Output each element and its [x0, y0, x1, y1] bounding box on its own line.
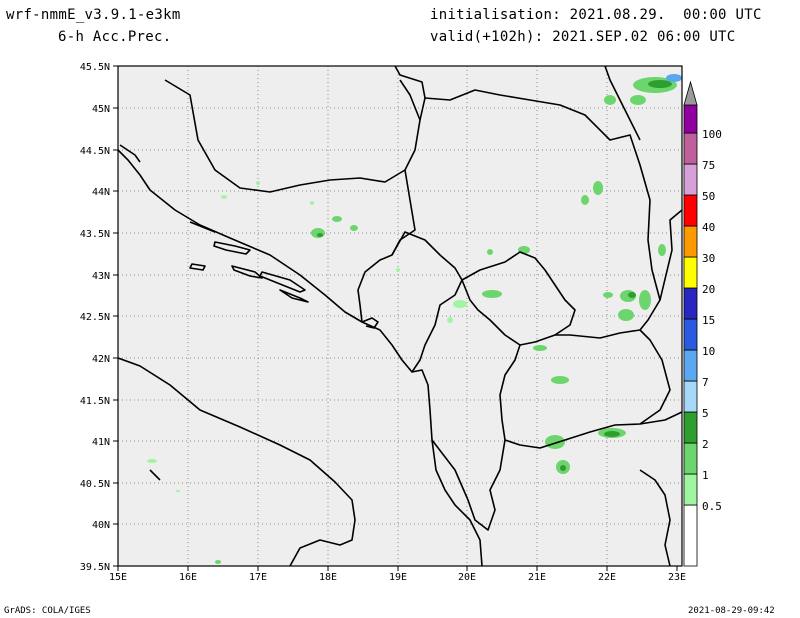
precip-patch [560, 465, 566, 471]
precip-patch [604, 431, 620, 437]
lon-label: 15E [109, 572, 127, 583]
footer-credit: GrADS: COLA/IGES [4, 606, 91, 616]
init-time: initialisation: 2021.08.29. 00:00 UTC [430, 7, 762, 23]
precip-patch [581, 195, 589, 205]
lat-label: 42.5N [80, 312, 110, 323]
colorbar-cell-2 [683, 411, 698, 444]
colorbar-cell-50 [683, 163, 698, 196]
precip-patch [618, 309, 634, 321]
precip-patch [666, 74, 682, 82]
valid-time: valid(+102h): 2021.SEP.02 06:00 UTC [430, 29, 736, 45]
lat-label: 44N [92, 187, 110, 198]
colorbar-label: 2 [702, 438, 709, 451]
colorbar-label: 75 [702, 159, 715, 172]
precip-patch [447, 317, 453, 323]
lat-label: 41.5N [80, 396, 110, 407]
lat-label: 44.5N [80, 146, 110, 157]
colorbar-cell-15 [683, 287, 698, 320]
precip-patch [332, 216, 342, 222]
footer-timestamp: 2021-08-29-09:42 [688, 606, 775, 616]
model-title: wrf-nmmE_v3.9.1-e3km [6, 7, 181, 23]
colorbar [683, 80, 698, 567]
colorbar-label: 100 [702, 128, 722, 141]
precip-patch [221, 195, 227, 199]
field-title: 6-h Acc.Prec. [58, 29, 172, 45]
precip-patch [147, 459, 157, 463]
precip-patch [176, 490, 180, 492]
precip-patch [658, 244, 666, 256]
lat-label: 40.5N [80, 479, 110, 490]
lon-label: 19E [389, 572, 407, 583]
colorbar-cell-40 [683, 194, 698, 227]
colorbar-cell-100 [683, 104, 698, 134]
lat-label: 40N [92, 520, 110, 531]
precip-patch [215, 560, 221, 564]
lon-label: 17E [249, 572, 267, 583]
colorbar-label: 5 [702, 407, 709, 420]
lat-label: 45.5N [80, 62, 110, 73]
tick-marks [113, 65, 678, 571]
colorbar-top-triangle [683, 80, 698, 106]
lon-label: 20E [458, 572, 476, 583]
precip-patch [639, 290, 651, 310]
lon-label: 22E [598, 572, 616, 583]
lon-label: 23E [668, 572, 686, 583]
colorbar-label: 1 [702, 469, 709, 482]
precip-patch [453, 300, 467, 308]
colorbar-label: 50 [702, 190, 715, 203]
colorbar-label: 30 [702, 252, 715, 265]
lon-label: 21E [528, 572, 546, 583]
coast-borders [117, 65, 683, 567]
map-background [118, 66, 682, 566]
precip-patch [630, 95, 646, 105]
colorbar-cell-7 [683, 349, 698, 382]
lat-label: 41N [92, 437, 110, 448]
colorbar-cell-20 [683, 256, 698, 289]
lat-label: 42N [92, 354, 110, 365]
lat-label: 43.5N [80, 229, 110, 240]
precip-patch [487, 249, 493, 255]
lat-label: 45N [92, 104, 110, 115]
precip-patch [604, 95, 616, 105]
precip-patch [533, 345, 547, 351]
colorbar-label: 20 [702, 283, 715, 296]
colorbar-cell-10 [683, 318, 698, 351]
lat-label: 43N [92, 271, 110, 282]
colorbar-label: 0.5 [702, 500, 722, 513]
precip-patch [350, 225, 358, 231]
colorbar-cell-30 [683, 225, 698, 258]
precip-patch [311, 228, 325, 238]
precip-patch [648, 80, 672, 88]
colorbar-box [683, 504, 698, 567]
precip-patch [551, 376, 569, 384]
colorbar-cell-1 [683, 442, 698, 475]
colorbar-label: 7 [702, 376, 709, 389]
colorbar-cell-75 [683, 132, 698, 165]
lat-label: 39.5N [80, 562, 110, 573]
graticule [118, 66, 682, 566]
precip-patch [603, 292, 613, 298]
lon-label: 16E [179, 572, 197, 583]
precip-patch [256, 181, 260, 185]
colorbar-label: 10 [702, 345, 715, 358]
precip-patch [593, 181, 603, 195]
precip-patches [147, 74, 682, 564]
precip-patch [317, 233, 323, 237]
precip-patch [628, 292, 636, 298]
precip-patch [310, 201, 314, 205]
precip-patch [545, 435, 565, 449]
precip-patch [482, 290, 502, 298]
colorbar-label: 40 [702, 221, 715, 234]
colorbar-cell-5 [683, 380, 698, 413]
lon-label: 18E [319, 572, 337, 583]
precip-patch [396, 268, 400, 272]
colorbar-label: 15 [702, 314, 715, 327]
colorbar-cell-0.5 [683, 473, 698, 506]
